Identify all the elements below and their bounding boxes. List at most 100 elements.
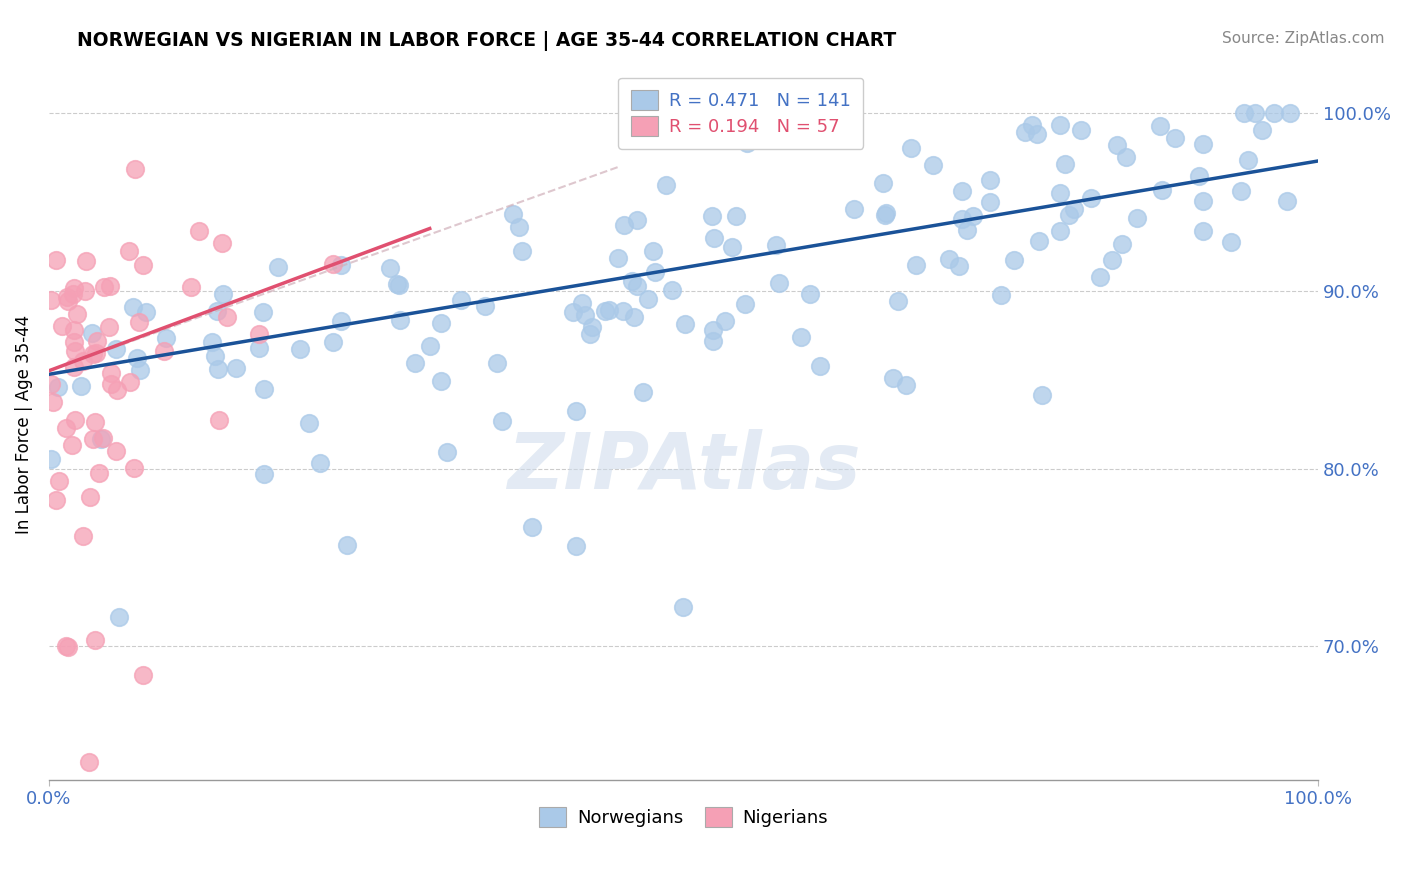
Point — [252, 305, 274, 319]
Point — [45, 253, 67, 268]
Point — [1049, 118, 1071, 132]
Point — [1049, 224, 1071, 238]
Point — [956, 222, 979, 236]
Point — [620, 274, 643, 288]
Point — [86, 334, 108, 348]
Point — [474, 300, 496, 314]
Point — [1028, 234, 1050, 248]
Point — [322, 257, 344, 271]
Point — [108, 609, 131, 624]
Point — [330, 258, 353, 272]
Point — [60, 438, 83, 452]
Point — [84, 346, 107, 360]
Point — [42, 395, 65, 409]
Point — [734, 297, 756, 311]
Point — [225, 360, 247, 375]
Point — [894, 377, 917, 392]
Point — [55, 421, 77, 435]
Point — [55, 639, 77, 653]
Point — [153, 343, 176, 358]
Point — [1080, 191, 1102, 205]
Point — [58, 293, 80, 308]
Point — [298, 416, 321, 430]
Point — [419, 339, 441, 353]
Point — [644, 265, 666, 279]
Point — [80, 326, 103, 340]
Point — [1164, 131, 1187, 145]
Point — [388, 313, 411, 327]
Point — [1219, 235, 1241, 250]
Point — [288, 342, 311, 356]
Point — [1111, 237, 1133, 252]
Point — [1149, 119, 1171, 133]
Point — [39, 293, 62, 307]
Point — [613, 219, 636, 233]
Point — [904, 258, 927, 272]
Point — [118, 244, 141, 259]
Point — [510, 244, 533, 259]
Point — [131, 668, 153, 682]
Point — [378, 260, 401, 275]
Point — [330, 314, 353, 328]
Point — [205, 303, 228, 318]
Point — [887, 293, 910, 308]
Point — [252, 382, 274, 396]
Point — [75, 254, 97, 268]
Point — [485, 356, 508, 370]
Point — [1101, 253, 1123, 268]
Point — [842, 202, 865, 217]
Point — [75, 284, 97, 298]
Point — [702, 334, 724, 348]
Point — [765, 238, 787, 252]
Point — [97, 319, 120, 334]
Point — [430, 374, 453, 388]
Point — [721, 239, 744, 253]
Point — [188, 224, 211, 238]
Point — [725, 209, 748, 223]
Point — [1263, 106, 1285, 120]
Point — [598, 303, 620, 318]
Point — [79, 491, 101, 505]
Point — [211, 236, 233, 251]
Point — [388, 277, 411, 292]
Point — [1014, 125, 1036, 139]
Point — [204, 349, 226, 363]
Point — [700, 209, 723, 223]
Legend: Norwegians, Nigerians: Norwegians, Nigerians — [531, 800, 835, 835]
Point — [82, 347, 104, 361]
Point — [1057, 208, 1080, 222]
Point — [571, 296, 593, 310]
Point — [62, 287, 84, 301]
Point — [637, 292, 659, 306]
Point — [39, 376, 62, 391]
Point — [1115, 150, 1137, 164]
Point — [612, 303, 634, 318]
Point — [122, 461, 145, 475]
Point — [84, 415, 107, 429]
Point — [808, 359, 831, 373]
Point — [1192, 136, 1215, 151]
Point — [606, 252, 628, 266]
Point — [201, 334, 224, 349]
Point — [661, 283, 683, 297]
Point — [430, 316, 453, 330]
Point — [247, 342, 270, 356]
Point — [1233, 106, 1256, 120]
Point — [89, 467, 111, 481]
Point — [1125, 211, 1147, 226]
Point — [1070, 123, 1092, 137]
Point — [581, 319, 603, 334]
Point — [703, 230, 725, 244]
Point — [48, 475, 70, 489]
Point — [1049, 186, 1071, 200]
Point — [1250, 123, 1272, 137]
Point — [336, 538, 359, 552]
Point — [502, 207, 524, 221]
Point — [63, 334, 86, 349]
Point — [1275, 194, 1298, 209]
Text: NORWEGIAN VS NIGERIAN IN LABOR FORCE | AGE 35-44 CORRELATION CHART: NORWEGIAN VS NIGERIAN IN LABOR FORCE | A… — [77, 31, 897, 51]
Point — [77, 755, 100, 769]
Point — [873, 208, 896, 222]
Point — [215, 310, 238, 324]
Point — [72, 354, 94, 368]
